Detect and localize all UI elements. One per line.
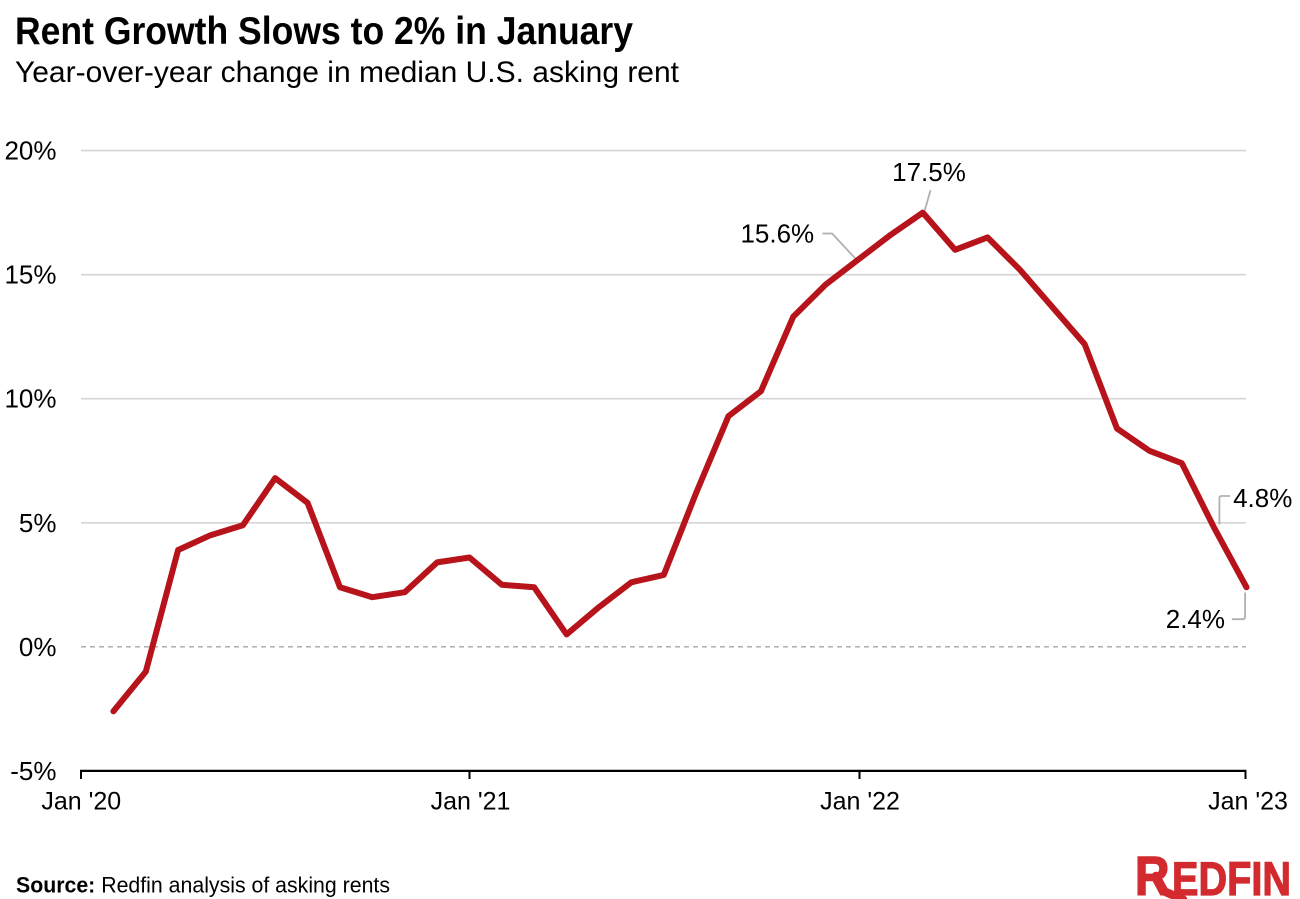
svg-text:5%: 5% xyxy=(19,508,57,538)
svg-text:Jan '23: Jan '23 xyxy=(1208,788,1288,816)
svg-text:Year-over-year change in media: Year-over-year change in median U.S. ask… xyxy=(15,56,680,89)
svg-text:4.8%: 4.8% xyxy=(1233,483,1292,513)
svg-text:15.6%: 15.6% xyxy=(740,219,814,249)
svg-text:Jan '22: Jan '22 xyxy=(820,788,900,816)
svg-text:Rent Growth Slows to 2% in Jan: Rent Growth Slows to 2% in January xyxy=(15,10,634,53)
svg-text:20%: 20% xyxy=(4,136,56,166)
svg-text:10%: 10% xyxy=(4,384,56,414)
svg-text:-5%: -5% xyxy=(10,756,56,786)
svg-text:17.5%: 17.5% xyxy=(892,157,966,187)
svg-text:R: R xyxy=(1135,845,1170,899)
svg-text:Source: Redfin analysis of ask: Source: Redfin analysis of asking rents xyxy=(16,873,390,898)
svg-text:0%: 0% xyxy=(19,632,57,662)
svg-text:Jan '20: Jan '20 xyxy=(41,788,121,816)
svg-text:2.4%: 2.4% xyxy=(1166,604,1225,634)
svg-text:15%: 15% xyxy=(4,260,56,290)
svg-text:Jan '21: Jan '21 xyxy=(431,788,511,816)
svg-text:EDFIN: EDFIN xyxy=(1172,852,1291,899)
